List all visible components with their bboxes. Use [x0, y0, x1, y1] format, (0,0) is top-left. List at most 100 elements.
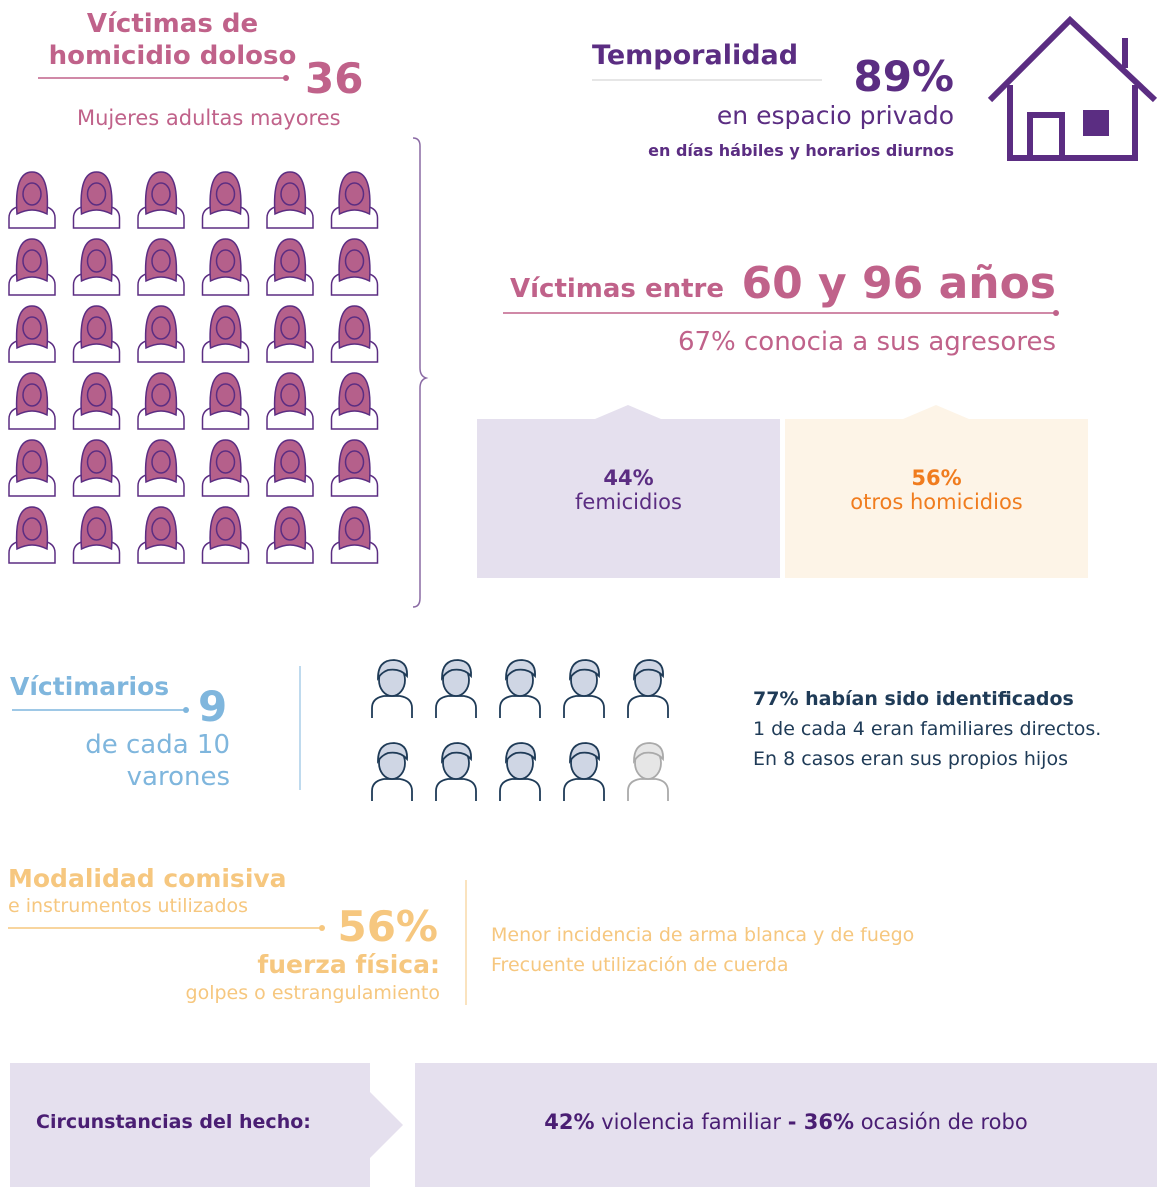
face	[280, 316, 300, 340]
shoulders	[627, 778, 669, 801]
dot	[283, 75, 289, 81]
woman-icon	[201, 238, 250, 296]
man-icon	[499, 659, 541, 718]
shoulders	[563, 695, 605, 718]
man-icon	[371, 659, 413, 718]
woman-icon	[137, 171, 185, 229]
hair	[569, 742, 600, 764]
hair	[377, 742, 408, 764]
text: fuerza física:	[257, 950, 440, 979]
text: violencia familiar	[594, 1110, 788, 1134]
shoulders	[435, 695, 477, 718]
face	[22, 450, 42, 474]
house-icon	[987, 15, 1158, 161]
face	[86, 450, 107, 474]
hair	[377, 659, 408, 681]
shoulders	[499, 695, 541, 718]
man-icon	[563, 742, 605, 801]
title: Modalidad comisiva	[8, 864, 287, 893]
shoulders	[371, 695, 413, 718]
face	[151, 249, 171, 273]
face	[215, 517, 236, 541]
face	[86, 383, 107, 407]
face	[215, 316, 236, 340]
text: en espacio privado	[716, 101, 954, 130]
woman-icon	[330, 372, 379, 430]
woman-icon	[201, 506, 250, 564]
woman-icon	[72, 238, 121, 296]
percent: 42%	[544, 1110, 595, 1134]
type: 44% femicidios	[477, 466, 780, 514]
woman-icon	[330, 238, 379, 296]
woman-icon	[8, 439, 56, 497]
woman-icon	[137, 305, 185, 363]
woman-icon	[201, 171, 250, 229]
shoulders	[499, 778, 541, 801]
woman-icon	[330, 439, 379, 497]
face	[22, 182, 42, 206]
woman-icon	[72, 506, 121, 564]
subtitle: e instrumentos utilizados	[8, 895, 249, 917]
face	[151, 182, 171, 206]
count: 9	[198, 682, 228, 731]
woman-icon	[266, 372, 314, 430]
face	[22, 383, 42, 407]
hair	[441, 659, 472, 681]
woman-icon	[266, 439, 314, 497]
percent: 89%	[853, 52, 954, 101]
woman-icon	[201, 439, 250, 497]
percent: - 36%	[787, 1110, 855, 1134]
percent: 44%	[603, 466, 654, 490]
shoulders	[563, 778, 605, 801]
hair	[633, 659, 664, 681]
text: 42% violencia familiar - 36% ocasión de …	[415, 1110, 1157, 1134]
range: 60 y 96 años	[741, 258, 1056, 309]
shoulders	[435, 778, 477, 801]
title-line: homicidio doloso	[48, 41, 297, 71]
man-icon	[499, 742, 541, 801]
percent: 56%	[337, 902, 438, 951]
text: ocasión de robo	[854, 1110, 1028, 1134]
woman-icon	[201, 305, 250, 363]
text: de cada	[85, 730, 189, 760]
count: 36	[305, 54, 364, 103]
text: de cada 10	[85, 730, 230, 760]
label: Víctimas entre	[510, 274, 724, 304]
man-icon	[627, 742, 669, 801]
label: femicidios	[575, 490, 682, 514]
man-icon	[371, 742, 413, 801]
man-icon	[627, 659, 669, 718]
face	[280, 517, 300, 541]
face	[86, 517, 107, 541]
dot	[319, 925, 325, 931]
woman-icon	[8, 238, 56, 296]
house-window	[1083, 110, 1109, 136]
woman-icon	[137, 372, 185, 430]
face	[86, 182, 107, 206]
face	[215, 450, 236, 474]
face	[151, 517, 171, 541]
woman-icon	[8, 372, 56, 430]
text: golpes o estrangulamiento	[185, 982, 440, 1004]
face	[215, 249, 236, 273]
woman-icon	[266, 506, 314, 564]
woman-icon	[8, 171, 56, 229]
woman-icon	[266, 238, 314, 296]
brace	[412, 137, 429, 608]
face	[86, 249, 107, 273]
face	[280, 182, 300, 206]
text: Menor incidencia de arma blanca y de fue…	[491, 924, 915, 946]
shoulders	[627, 695, 669, 718]
face	[280, 249, 300, 273]
text: En 8 casos eran sus propios hijos	[753, 748, 1068, 770]
percent: 56%	[911, 466, 962, 490]
title: Víctimas de homicidio doloso	[0, 8, 345, 72]
title-line: Víctimas de	[86, 9, 259, 39]
woman-icon	[330, 506, 379, 564]
dot	[1053, 310, 1059, 316]
box	[10, 1063, 403, 1187]
hair	[633, 742, 664, 764]
face	[22, 249, 42, 273]
subtitle: Mujeres adultas mayores	[77, 106, 341, 130]
text: en días hábiles y horarios diurnos	[648, 141, 954, 160]
